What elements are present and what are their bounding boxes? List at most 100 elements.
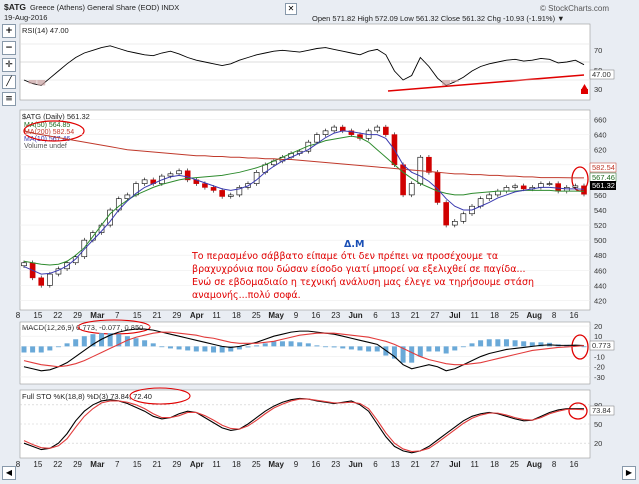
macd-histogram-bar — [202, 346, 208, 352]
macd-histogram-bar — [340, 346, 346, 349]
macd-histogram-bar — [331, 346, 337, 348]
macd-y-tick: -10 — [594, 353, 605, 362]
price-candle — [339, 126, 346, 132]
macd-histogram-bar — [142, 340, 148, 347]
x-tick-label: 16 — [311, 311, 320, 320]
symbol-label: $ATG — [4, 2, 26, 12]
price-candle — [72, 256, 79, 264]
macd-histogram-bar — [469, 343, 475, 347]
x-axis-price: 8 15 22 29 Mar 7 15 21 29 Apr 11 18 25 May 9 16 23 Jun 6 13… — [16, 311, 579, 320]
price-y-tick: 440 — [594, 281, 607, 290]
price-candle — [374, 126, 381, 132]
price-y-tick: 460 — [594, 266, 607, 275]
x-tick-label: 25 — [510, 311, 519, 320]
rsi-oversold-fill — [37, 80, 46, 86]
x-tick-label: 16 — [311, 460, 320, 469]
price-candle — [331, 126, 337, 132]
rsi-tick-30: 30 — [594, 85, 602, 94]
chart-date: 19-Aug-2016 — [4, 13, 47, 22]
macd-histogram-bar — [116, 334, 122, 347]
x-tick-label: 8 — [552, 311, 557, 320]
scroll-left-icon[interactable]: ◀ — [2, 466, 16, 480]
x-tick-label: 23 — [331, 311, 340, 320]
macd-histogram-bar — [193, 346, 199, 352]
x-tick-label: 22 — [53, 460, 62, 469]
macd-panel — [19, 321, 591, 385]
macd-histogram-bar — [409, 346, 415, 363]
x-tick-label: 11 — [212, 460, 221, 469]
macd-histogram-bar — [47, 346, 53, 351]
rsi-trendline — [387, 74, 585, 92]
close-icon[interactable]: ✕ — [285, 3, 297, 15]
ma10-tag-text: 567.46 — [592, 173, 615, 182]
x-axis-bottom: 8 15 22 29 Mar 7 15 21 29 Apr 11 18 25 May 9 16 23 Jun 6 13… — [16, 460, 579, 469]
macd-histogram-bar — [478, 340, 484, 347]
macd-histogram-bar — [64, 343, 70, 347]
zoom-out-icon[interactable]: − — [2, 41, 16, 55]
price-y-tick: 540 — [594, 206, 607, 215]
x-tick-label: Aug — [527, 311, 543, 320]
price-candle — [572, 185, 579, 188]
macd-histogram-bar — [417, 346, 423, 357]
macd-histogram-bar — [262, 343, 268, 347]
sto-label-highlight — [129, 387, 191, 405]
macd-histogram-bar — [271, 341, 277, 347]
annotation-line-2: βραχυχρόνια που δώσαν είσοδο γιατί μπορε… — [192, 264, 526, 275]
x-tick-label: 21 — [411, 460, 420, 469]
scroll-right-icon[interactable]: ▶ — [622, 466, 636, 480]
price-candle — [141, 179, 148, 184]
macd-histogram-bar — [211, 346, 217, 353]
price-y-tick: 660 — [594, 116, 607, 125]
sto-y-tick: 50 — [594, 420, 602, 429]
macd-histogram-bar — [219, 346, 225, 353]
sto-y-tick: 80 — [594, 401, 602, 410]
x-tick-label: Jul — [449, 311, 461, 320]
price-candle — [38, 277, 45, 286]
close-tag-text: 561.32 — [592, 181, 615, 190]
macd-histogram-bar — [314, 345, 320, 347]
macd-histogram-bar — [374, 346, 380, 352]
macd-histogram-bar — [254, 345, 260, 347]
x-tick-label: 15 — [33, 460, 42, 469]
macd-histogram-bar — [348, 346, 354, 350]
price-y-tick: 420 — [594, 296, 607, 305]
up-arrow-icon — [581, 84, 588, 90]
macd-histogram-bar — [236, 346, 242, 350]
price-series-ma50 — [23, 135, 585, 266]
x-tick-label: Mar — [90, 460, 104, 469]
crosshair-icon[interactable]: ✛ — [2, 58, 16, 72]
x-tick-label: 15 — [133, 311, 142, 320]
ma10-legend: MA(10) 567.46 — [24, 136, 70, 143]
x-tick-label: 7 — [115, 311, 120, 320]
line-tool-icon[interactable]: ╱ — [2, 75, 16, 89]
x-tick-label: 13 — [391, 311, 400, 320]
price-candle — [408, 183, 415, 196]
x-tick-label: 15 — [33, 311, 42, 320]
zoom-in-icon[interactable]: + — [2, 24, 16, 38]
macd-histogram-bar — [400, 346, 406, 363]
macd-histogram-bar — [81, 336, 87, 347]
security-name: Greece (Athens) General Share (EOD) INDX — [30, 3, 179, 12]
macd-histogram-bar — [297, 342, 303, 347]
macd-histogram-bar — [124, 336, 130, 347]
macd-histogram-bar — [426, 346, 432, 352]
up-arrow-stem — [581, 89, 588, 94]
price-candle — [383, 126, 389, 135]
sto-y-axis: 80 50 20 — [20, 401, 602, 448]
macd-y-tick: -20 — [594, 363, 605, 372]
x-tick-label: 25 — [252, 311, 261, 320]
macd-y-tick: -30 — [594, 373, 605, 382]
text-tool-icon[interactable]: ≡ — [2, 92, 16, 106]
price-candle — [357, 134, 363, 139]
price-candle — [512, 185, 518, 188]
x-tick-label: 11 — [212, 311, 221, 320]
x-tick-label: 11 — [471, 311, 480, 320]
price-candle — [443, 202, 449, 226]
x-tick-label: 18 — [490, 460, 499, 469]
price-candle — [460, 213, 467, 222]
price-candle — [202, 183, 208, 188]
macd-tag — [589, 340, 615, 351]
x-tick-label: 18 — [232, 311, 241, 320]
x-tick-label: 21 — [411, 311, 420, 320]
